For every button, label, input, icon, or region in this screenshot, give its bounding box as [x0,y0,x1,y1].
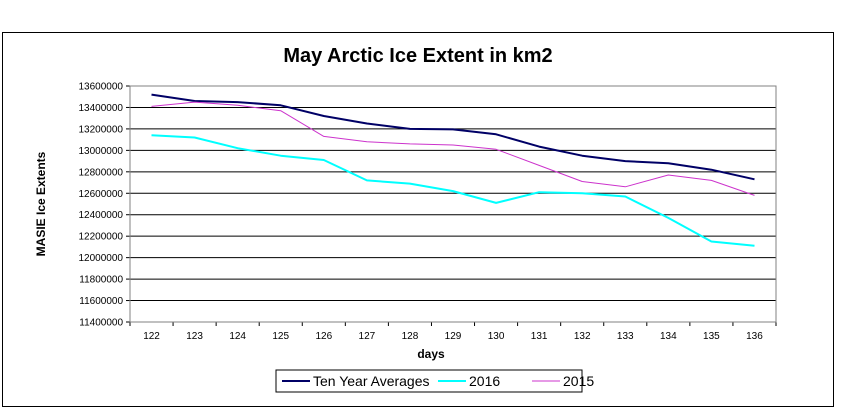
series-line-2015 [151,101,755,196]
legend-label: Ten Year Averages [313,373,430,389]
plot-area-border [129,85,777,323]
y-tick-label: 12000000 [79,253,124,264]
y-tick-labels: 11400000 11600000 11800000 12000000 12200000… [79,82,124,329]
legend-box [275,369,583,393]
x-tick-label: 123 [186,331,203,342]
legend: Ten Year Averages 2016 2015 [275,369,594,393]
y-tick-label: 13600000 [79,82,124,93]
x-tick-label: 126 [315,331,332,342]
y-axis-label: MASIE Ice Extents [34,151,48,256]
y-tick-label: 13200000 [79,124,124,135]
x-tick-label: 131 [531,331,548,342]
x-axis-label: days [417,347,445,361]
legend-label: 2016 [469,373,500,389]
y-tick-label: 12600000 [79,189,124,200]
x-tick-label: 129 [445,331,462,342]
y-tick-label: 12200000 [79,232,124,243]
y-tick-label: 11400000 [79,318,123,329]
chart-title: May Arctic Ice Extent in km2 [283,45,552,67]
grid-lines [126,85,777,326]
y-tick-label: 13400000 [79,103,124,114]
chart-frame [2,32,834,407]
x-tick-label: 134 [660,331,677,342]
y-tick-label: 12800000 [79,167,124,178]
y-tick-label: 13000000 [79,146,124,157]
x-tick-label: 128 [402,331,419,342]
series-line-2016 [151,134,755,247]
x-tick-label: 136 [746,331,763,342]
x-tick-label: 122 [143,331,160,342]
x-tick-label: 133 [617,331,634,342]
x-tick-label: 135 [703,331,720,342]
x-tick-label: 130 [488,331,505,342]
series-lines [151,93,755,247]
x-tick-label: 132 [574,331,591,342]
x-tick-label: 125 [272,331,289,342]
x-tick-label: 124 [229,331,246,342]
x-tick-labels: 122 123 124 125 126 127 128 129 130 131 132 133 134 1… [143,331,763,342]
y-tick-label: 11800000 [79,275,123,286]
series-line-ten-year-averages [151,93,755,181]
y-tick-label: 11600000 [79,296,123,307]
x-tick-label: 127 [359,331,376,342]
y-tick-label: 12400000 [79,210,124,221]
legend-label: 2015 [563,373,594,389]
